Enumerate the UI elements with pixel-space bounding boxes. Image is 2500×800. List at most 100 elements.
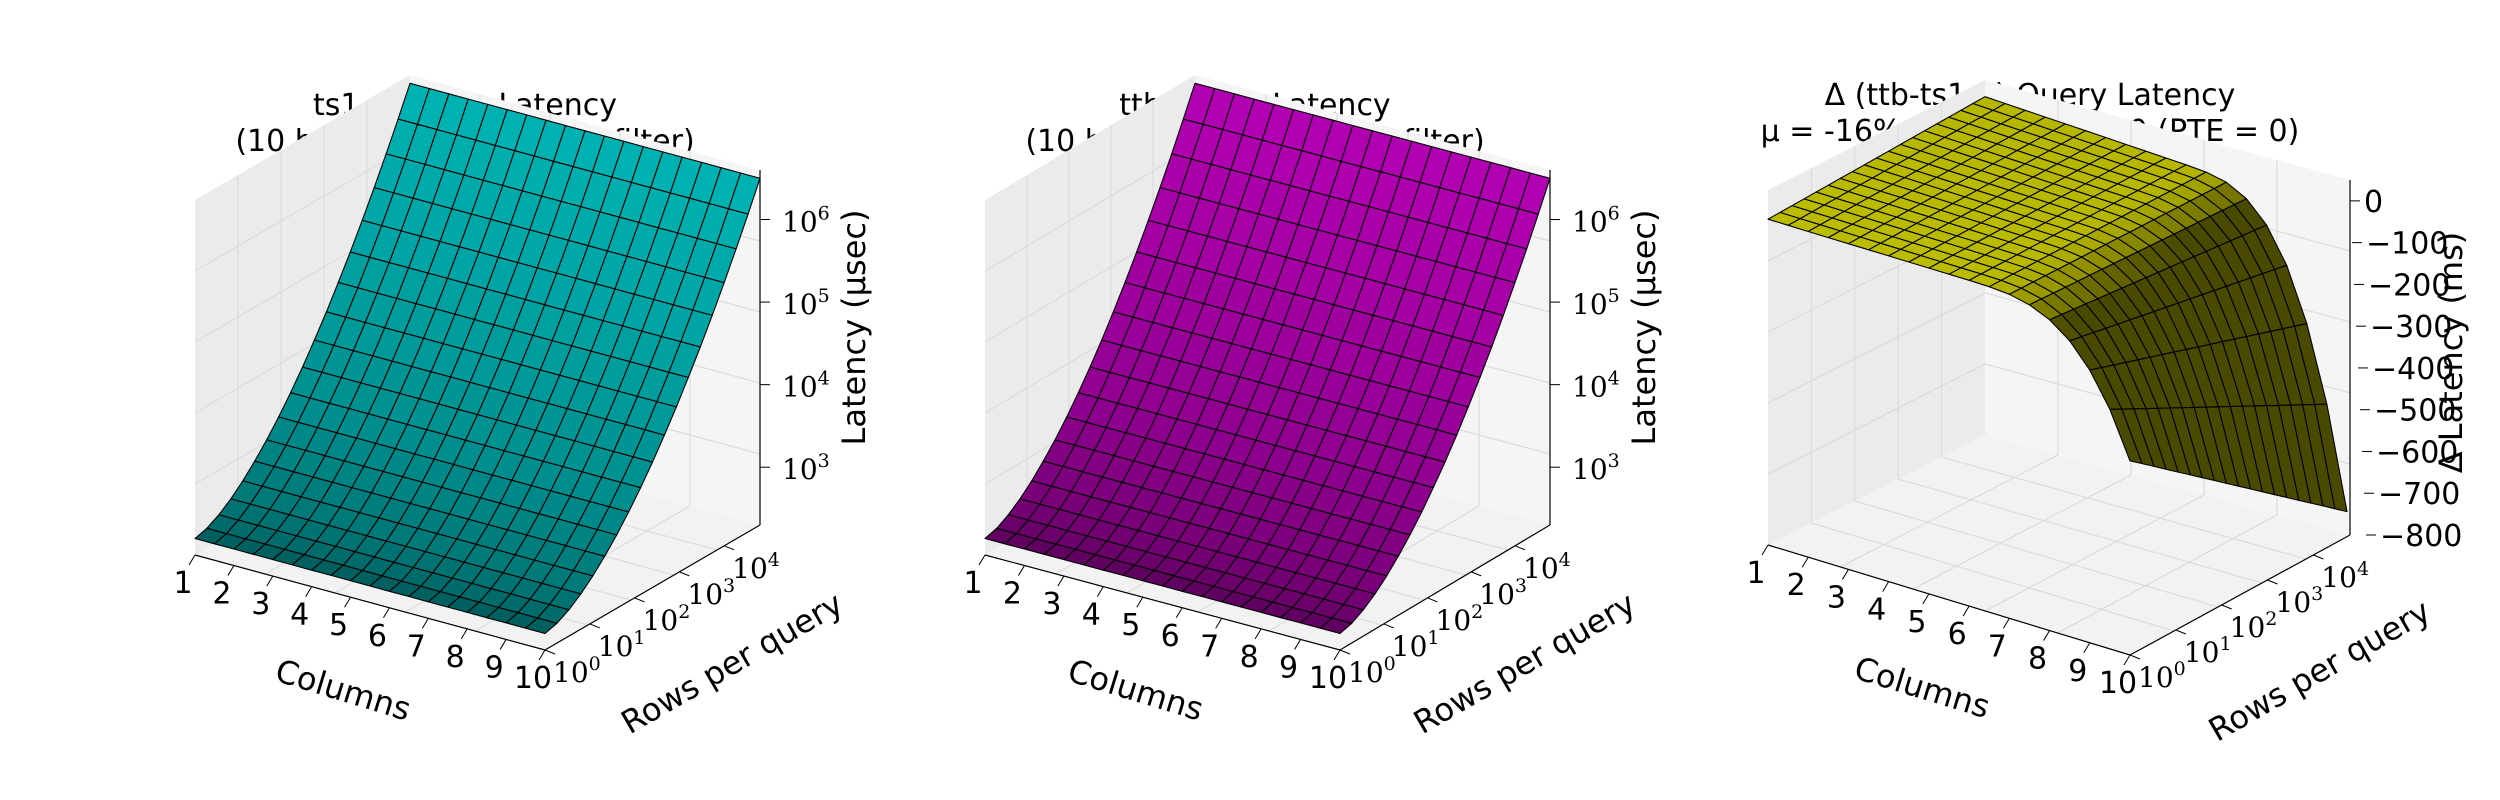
x-tick: [1018, 565, 1025, 576]
x-tick: [460, 628, 468, 640]
x-tick-label: 4: [1082, 598, 1101, 633]
x-tick: [499, 639, 507, 650]
z-tick-label: 106: [1572, 203, 1620, 239]
floor-grid-line: [1912, 474, 2132, 590]
y-tick-label: 103: [2276, 583, 2324, 619]
z-tick-label: −100: [2366, 227, 2448, 262]
surface: [1767, 96, 2348, 513]
x-tick-label: 6: [368, 619, 387, 654]
x-tick: [227, 565, 235, 576]
floor-grid-line: [1984, 494, 2205, 612]
surface: [194, 82, 761, 635]
y-tick-label: 100: [553, 653, 601, 689]
floor-pane: [1768, 435, 2350, 655]
x-tick-label: 5: [1907, 605, 1926, 640]
y-tick: [723, 545, 735, 551]
y-tick-label: 104: [732, 549, 780, 585]
y-tick: [2313, 554, 2324, 560]
z-tick-label: 105: [1572, 285, 1620, 321]
x-tick-label: 5: [1121, 608, 1140, 643]
wall-grid-line: [1767, 363, 1986, 475]
y-tick: [544, 649, 556, 655]
x-tick-label: 3: [1042, 587, 1061, 622]
y-tick-label: 100: [2138, 658, 2186, 694]
y-tick: [589, 623, 600, 629]
y-tick-label: 103: [1479, 575, 1527, 611]
x-tick-label: 6: [1161, 619, 1180, 654]
z-tick-label: 103: [782, 450, 830, 486]
x-tick: [1294, 639, 1301, 650]
y-tick-label: 101: [2184, 633, 2232, 669]
x-tick: [1057, 575, 1065, 587]
y-tick: [634, 597, 645, 603]
x-tick-label: 8: [2028, 642, 2047, 677]
x-tick: [1096, 586, 1104, 597]
y-tick: [1427, 597, 1438, 603]
x-tick: [1175, 607, 1183, 619]
x-tick: [344, 596, 351, 608]
y-tick-label: 102: [1436, 601, 1484, 637]
x-tick-label: 4: [290, 598, 309, 633]
y-tick: [2267, 579, 2278, 585]
z-tick-label: 105: [782, 285, 830, 321]
y-tick-label: 100: [1348, 653, 1396, 689]
x-tick-label: 10: [514, 661, 552, 696]
x-tick: [383, 607, 390, 619]
x-tick-label: 7: [1200, 629, 1219, 664]
y-tick: [2129, 654, 2141, 660]
y-tick-label: 102: [643, 601, 691, 637]
surface-patch: [1319, 617, 1353, 635]
floor-grid-line: [1854, 500, 2219, 608]
x-tick: [1215, 618, 1223, 629]
x-tick-label: 3: [1827, 580, 1846, 615]
x-tick-label: 1: [1746, 556, 1765, 591]
z-tick-label: 104: [1572, 368, 1620, 404]
x-tick: [1922, 593, 1930, 605]
floor-grid-line: [1811, 522, 2175, 632]
y-tick-label: 101: [598, 627, 646, 663]
z-tick-label: 0: [2364, 185, 2383, 220]
x-tick-label: 5: [329, 608, 348, 643]
z-tick-label: −200: [2368, 268, 2450, 303]
y-tick: [1514, 545, 1526, 551]
x-axis-line: [984, 554, 1341, 651]
x-tick-label: 7: [1988, 629, 2007, 664]
x-tick-label: 2: [212, 577, 231, 612]
z-tick-label: 106: [782, 203, 830, 239]
y-tick: [1383, 623, 1394, 629]
z-tick-label: −300: [2370, 310, 2452, 345]
z-axis-label: Latency (μsec): [1625, 210, 1663, 446]
y-tick: [2221, 604, 2232, 610]
z-tick-label: −600: [2376, 435, 2458, 470]
z-tick-label: −700: [2378, 477, 2460, 512]
z-tick-label: −500: [2374, 394, 2456, 429]
x-tick-label: 8: [1240, 640, 1259, 675]
x-axis-line: [1767, 544, 2131, 656]
x-tick-label: 9: [1279, 650, 1298, 685]
z-tick-label: −400: [2372, 352, 2454, 387]
x-tick-label: 1: [963, 566, 982, 601]
x-tick: [188, 554, 196, 566]
x-tick-label: 8: [446, 640, 465, 675]
surface-patch: [2314, 403, 2348, 513]
x-tick: [2043, 630, 2050, 641]
y-tick-label: 101: [1392, 627, 1440, 663]
surface: [984, 82, 1551, 635]
y-tick-label: 102: [2230, 608, 2278, 644]
x-tick: [2002, 618, 2010, 629]
x-tick: [421, 618, 429, 629]
x-tick-label: 6: [1948, 617, 1967, 652]
x-tick-label: 10: [2099, 666, 2137, 701]
floor-grid-line: [1941, 456, 2307, 560]
floor-grid-line: [1898, 478, 2263, 584]
y-tick: [1339, 649, 1351, 655]
x-axis-label: Columns: [1850, 649, 1994, 726]
x-tick-label: 2: [1787, 568, 1806, 603]
z-axis-label: Δ Latency (ms): [2432, 232, 2470, 474]
x-tick: [1333, 649, 1341, 661]
x-tick-label: 10: [1309, 661, 1347, 696]
